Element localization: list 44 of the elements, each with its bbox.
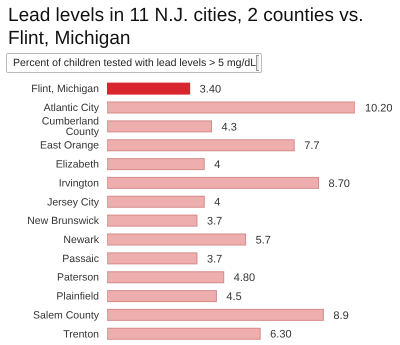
data-label: 4 <box>214 196 220 209</box>
bar <box>107 196 205 208</box>
bar <box>107 252 198 264</box>
y-tick-label: Paterson <box>56 272 100 284</box>
y-tick-label: Atlantic City <box>44 102 100 114</box>
bar <box>107 102 355 114</box>
y-tick-label: Irvington <box>58 177 100 190</box>
data-label: 3.7 <box>206 216 222 228</box>
data-label: 4.5 <box>226 290 242 303</box>
data-label: 3.7 <box>206 253 222 266</box>
y-tick-label: Salem County <box>33 309 100 322</box>
bar <box>107 176 320 189</box>
y-tick-label: East Orange <box>40 140 100 152</box>
y-tick-label: New Brunswick <box>27 215 100 228</box>
data-label: 3.40 <box>200 84 222 96</box>
chart-subtitle: Percent of children tested with lead levels > 5 mg/dL <box>12 57 256 69</box>
bar <box>107 308 324 321</box>
bar <box>107 290 217 302</box>
data-label: 7.7 <box>304 140 320 152</box>
y-tick-label: Cumberland County <box>42 116 100 138</box>
bar <box>107 120 212 132</box>
bar <box>107 234 246 246</box>
y-tick-label: Passaic <box>62 252 99 265</box>
data-label: 8.9 <box>333 310 349 322</box>
data-label: 5.7 <box>256 234 271 246</box>
bar <box>107 139 295 152</box>
y-tick-label: Flint, Michigan <box>31 83 100 96</box>
bar <box>107 271 224 284</box>
y-tick-label: Elizabeth <box>56 158 100 171</box>
y-tick-label: Trenton <box>63 328 100 340</box>
bar <box>107 158 205 170</box>
bar <box>107 82 190 95</box>
chart-title: Lead levels in 11 N.J. cities, 2 counties vs. Flint, Michigan <box>8 4 365 50</box>
data-label: 4.80 <box>234 272 256 284</box>
bar <box>107 214 198 227</box>
data-label: 4 <box>214 158 220 171</box>
y-tick-label: Newark <box>63 234 100 246</box>
y-tick-label: Jersey City <box>47 196 100 208</box>
data-label: 8.70 <box>328 178 350 190</box>
data-label: 10.20 <box>365 102 393 114</box>
y-tick-label: Plainfield <box>56 290 100 303</box>
data-label: 4.3 <box>222 121 237 134</box>
data-label: 6.30 <box>270 328 292 341</box>
bar <box>107 328 261 340</box>
